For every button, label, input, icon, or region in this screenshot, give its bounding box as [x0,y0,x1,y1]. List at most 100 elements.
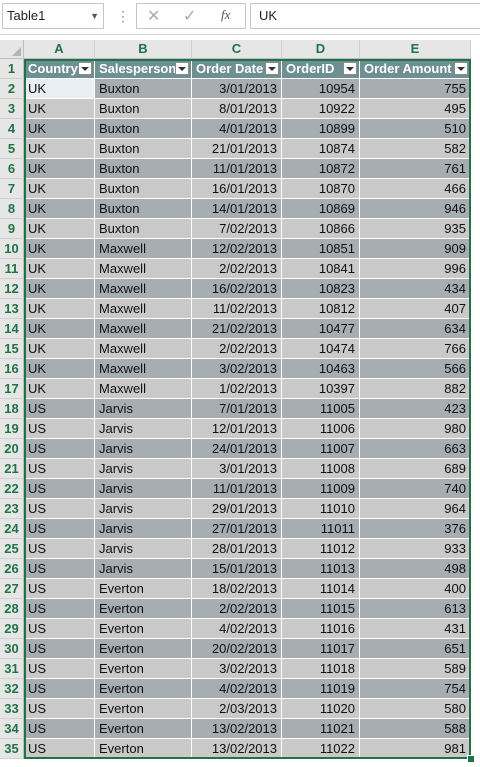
cell-amount[interactable]: 466 [360,179,471,199]
cell-date[interactable]: 21/01/2013 [192,139,282,159]
cancel-icon[interactable]: ✕ [147,8,161,25]
cell-date[interactable]: 1/02/2013 [192,379,282,399]
cell-salesperson[interactable]: Maxwell [95,359,192,379]
select-all-button[interactable] [0,40,24,59]
cell-country[interactable]: US [24,519,95,539]
cell-country[interactable]: US [24,699,95,719]
cell-country[interactable]: UK [24,219,95,239]
cell-date[interactable]: 29/01/2013 [192,499,282,519]
row-header[interactable]: 13 [0,299,24,319]
cell-date[interactable]: 18/02/2013 [192,579,282,599]
cell-date[interactable]: 28/01/2013 [192,539,282,559]
cell-id[interactable]: 11014 [282,579,360,599]
cell-country[interactable]: US [24,719,95,739]
row-header[interactable]: 3 [0,99,24,119]
cell-amount[interactable]: 933 [360,539,471,559]
cell-country[interactable]: US [24,439,95,459]
cell-country[interactable]: UK [24,239,95,259]
cell-date[interactable]: 27/01/2013 [192,519,282,539]
cell-amount[interactable]: 580 [360,699,471,719]
cell-salesperson[interactable]: Buxton [95,99,192,119]
cell-amount[interactable]: 423 [360,399,471,419]
cell-id[interactable]: 10954 [282,79,360,99]
cell-date[interactable]: 8/01/2013 [192,99,282,119]
filter-dropdown-icon[interactable] [265,62,279,75]
column-header-b[interactable]: B [95,40,192,59]
row-header[interactable]: 20 [0,439,24,459]
cell-amount[interactable]: 663 [360,439,471,459]
cell-id[interactable]: 11017 [282,639,360,659]
cell-id[interactable]: 11016 [282,619,360,639]
row-header[interactable]: 8 [0,199,24,219]
cell-id[interactable]: 10812 [282,299,360,319]
cell-salesperson[interactable]: Everton [95,619,192,639]
cell-salesperson[interactable]: Buxton [95,79,192,99]
cell-id[interactable]: 10866 [282,219,360,239]
row-header[interactable]: 32 [0,679,24,699]
cell-date[interactable]: 3/02/2013 [192,359,282,379]
cell-id[interactable]: 10870 [282,179,360,199]
cell-country[interactable]: UK [24,199,95,219]
row-header[interactable]: 5 [0,139,24,159]
cell-date[interactable]: 12/02/2013 [192,239,282,259]
formula-input[interactable]: UK [250,3,480,29]
cell-amount[interactable]: 582 [360,139,471,159]
cell-date[interactable]: 11/02/2013 [192,299,282,319]
cell-salesperson[interactable]: Maxwell [95,379,192,399]
cell-amount[interactable]: 400 [360,579,471,599]
cell-id[interactable]: 10872 [282,159,360,179]
cell-id[interactable]: 10922 [282,99,360,119]
cell-date[interactable]: 3/01/2013 [192,459,282,479]
cell-country[interactable]: UK [24,159,95,179]
cell-country[interactable]: UK [24,319,95,339]
cell-salesperson[interactable]: Buxton [95,179,192,199]
row-header[interactable]: 29 [0,619,24,639]
cell-amount[interactable]: 495 [360,99,471,119]
cell-id[interactable]: 11012 [282,539,360,559]
row-header[interactable]: 33 [0,699,24,719]
row-header[interactable]: 26 [0,559,24,579]
row-header[interactable]: 9 [0,219,24,239]
name-box[interactable]: Table1 ▼ [2,3,104,29]
cell-country[interactable]: US [24,599,95,619]
row-header[interactable]: 4 [0,119,24,139]
cell-amount[interactable]: 946 [360,199,471,219]
cell-salesperson[interactable]: Buxton [95,159,192,179]
cell-date[interactable]: 14/01/2013 [192,199,282,219]
cell-amount[interactable]: 651 [360,639,471,659]
cell-date[interactable]: 21/02/2013 [192,319,282,339]
cell-country[interactable]: UK [24,299,95,319]
cell-date[interactable]: 13/02/2013 [192,739,282,759]
column-header-e[interactable]: E [360,40,471,59]
cell-salesperson[interactable]: Jarvis [95,499,192,519]
cell-date[interactable]: 12/01/2013 [192,419,282,439]
chevron-down-icon[interactable]: ▼ [90,11,99,21]
cell-date[interactable]: 4/02/2013 [192,619,282,639]
cell-country[interactable]: US [24,579,95,599]
row-header[interactable]: 34 [0,719,24,739]
row-header[interactable]: 30 [0,639,24,659]
cell-salesperson[interactable]: Jarvis [95,419,192,439]
header-cell-country[interactable]: Country [24,59,95,79]
cell-salesperson[interactable]: Everton [95,699,192,719]
cell-id[interactable]: 11022 [282,739,360,759]
filter-dropdown-icon[interactable] [454,62,468,75]
row-header[interactable]: 16 [0,359,24,379]
cell-id[interactable]: 11009 [282,479,360,499]
row-header[interactable]: 10 [0,239,24,259]
cell-country[interactable]: UK [24,259,95,279]
cell-date[interactable]: 3/01/2013 [192,79,282,99]
cell-amount[interactable]: 566 [360,359,471,379]
row-header[interactable]: 18 [0,399,24,419]
cell-salesperson[interactable]: Jarvis [95,479,192,499]
row-header[interactable]: 7 [0,179,24,199]
cell-amount[interactable]: 755 [360,79,471,99]
cell-amount[interactable]: 376 [360,519,471,539]
cell-date[interactable]: 2/03/2013 [192,699,282,719]
cell-salesperson[interactable]: Maxwell [95,239,192,259]
row-header[interactable]: 11 [0,259,24,279]
cell-salesperson[interactable]: Buxton [95,119,192,139]
filter-dropdown-icon[interactable] [175,62,189,75]
cell-amount[interactable]: 882 [360,379,471,399]
cell-country[interactable]: US [24,399,95,419]
